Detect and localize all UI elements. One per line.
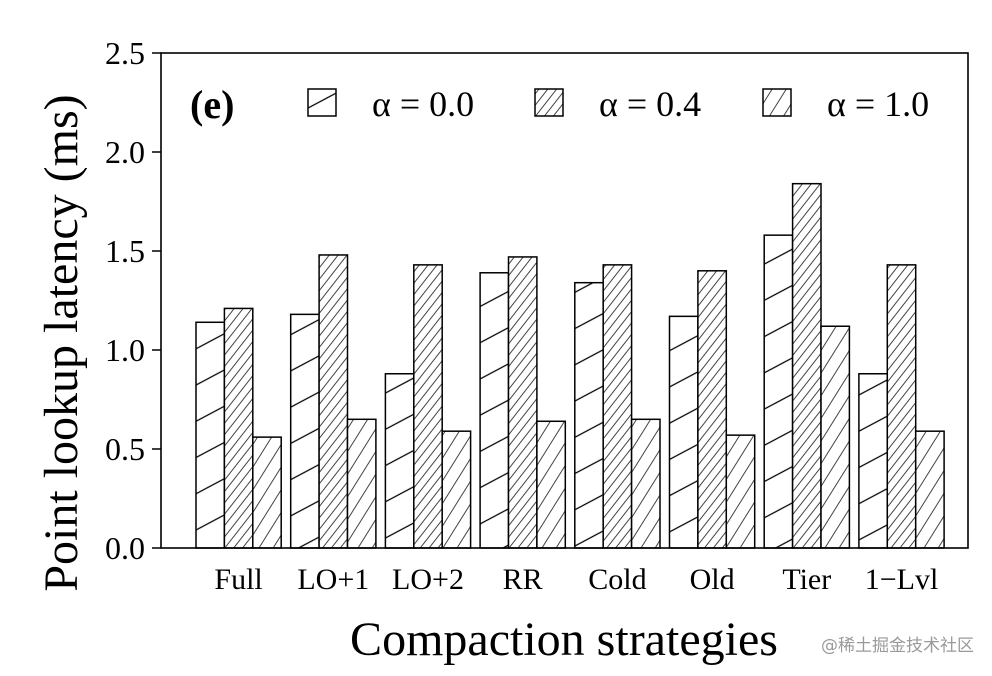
legend-swatch-2 — [534, 88, 564, 117]
bar-cold-series-1 — [574, 281, 604, 549]
bar-rr-series-2 — [507, 256, 538, 549]
watermark: @稀土掘金技术社区 — [821, 636, 974, 656]
legend-swatch-3 — [762, 88, 792, 117]
bar-full-series-3 — [252, 436, 282, 549]
y-tick-label: 1.0 — [105, 332, 145, 368]
x-tick-label: Old — [690, 563, 735, 596]
bar-full-series-2 — [223, 307, 254, 549]
legend-label-1: α = 0.0 — [372, 84, 474, 124]
bar-lo-2-series-1 — [384, 373, 415, 549]
bar-old-series-3 — [725, 434, 756, 549]
bar-full-series-1 — [195, 321, 226, 549]
bar-1-lvl-series-2 — [886, 264, 917, 549]
y-tick-label: 1.5 — [105, 233, 145, 269]
y-tick-label: 2.0 — [105, 134, 145, 170]
bar-cold-series-3 — [630, 418, 661, 549]
x-tick-label: Full — [214, 563, 262, 596]
x-tick-label: 1−Lvl — [865, 563, 939, 596]
bar-old-series-2 — [697, 270, 728, 549]
bar-cold-series-2 — [602, 264, 633, 549]
y-tick-label: 0.5 — [105, 431, 145, 467]
legend-swatch-1 — [307, 88, 337, 117]
legend: α = 0.0 α = 0.4 α = 1.0 — [307, 84, 929, 124]
bar-rr-series-3 — [536, 420, 567, 549]
legend-label-3: α = 1.0 — [827, 84, 929, 124]
x-tick-label: LO+1 — [297, 563, 369, 596]
y-axis-title: Point lookup latency (ms) — [35, 94, 88, 591]
bar-1-lvl-series-3 — [914, 430, 945, 549]
panel-label: (e) — [190, 82, 234, 127]
x-tick-label: Cold — [588, 563, 646, 596]
x-axis-ticks: Full LO+1 LO+2 RR Cold Old Tier 1−Lvl — [214, 563, 938, 596]
bar-lo-2-series-3 — [441, 430, 472, 549]
y-axis-ticks: 0.0 0.5 1.0 1.5 2.0 2.5 — [105, 35, 161, 566]
plot-frame — [160, 52, 969, 549]
x-tick-label: Tier — [782, 563, 831, 596]
bar-1-lvl-series-1 — [858, 373, 889, 549]
x-tick-label: LO+2 — [392, 563, 464, 596]
bar-tier-series-2 — [791, 182, 822, 549]
bar-tier-series-1 — [763, 234, 794, 549]
bar-rr-series-1 — [479, 272, 510, 549]
bar-tier-series-3 — [820, 325, 851, 549]
bars-layer — [195, 182, 945, 549]
x-tick-label: RR — [503, 563, 543, 596]
y-tick-label: 2.5 — [105, 35, 145, 71]
bar-lo-1-series-1 — [289, 313, 320, 549]
legend-label-2: α = 0.4 — [599, 84, 701, 124]
bar-old-series-1 — [668, 315, 699, 549]
bar-lo-2-series-2 — [413, 264, 443, 549]
bar-lo-1-series-2 — [318, 254, 349, 549]
bar-lo-1-series-3 — [346, 418, 377, 549]
y-tick-label: 0.0 — [105, 530, 145, 566]
x-axis-title: Compaction strategies — [350, 613, 778, 666]
